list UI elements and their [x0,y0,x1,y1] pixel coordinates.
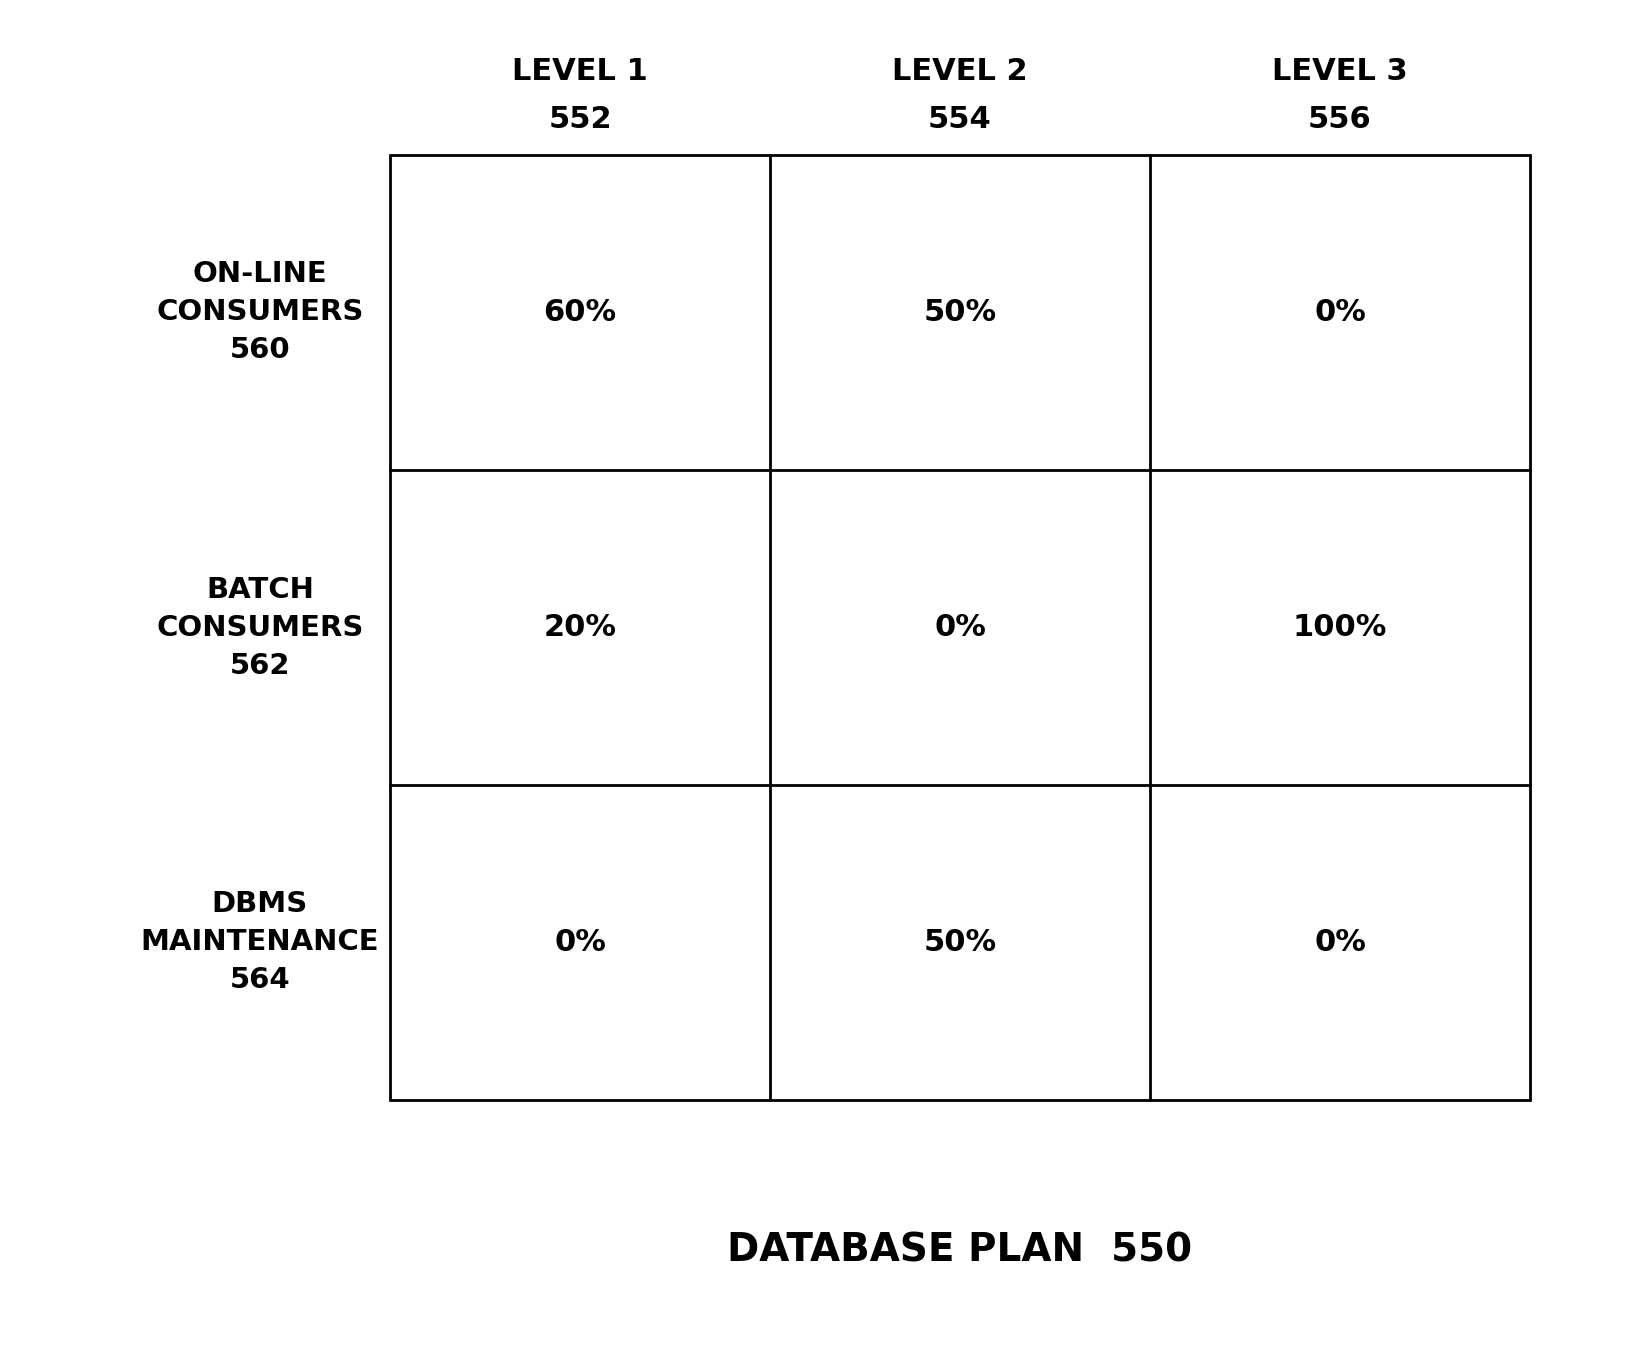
Text: 0%: 0% [1314,928,1366,958]
Text: LEVEL 3: LEVEL 3 [1273,57,1409,86]
Text: 0%: 0% [1314,298,1366,327]
Text: 0%: 0% [554,928,606,958]
Text: ON-LINE: ON-LINE [193,260,327,289]
Bar [391,155,1529,1100]
Text: 552: 552 [547,105,611,134]
Text: 554: 554 [928,105,992,134]
Text: 100%: 100% [1292,613,1387,642]
Text: MAINTENANCE: MAINTENANCE [141,929,379,956]
Text: 556: 556 [1309,105,1373,134]
Text: 0%: 0% [935,613,985,642]
Text: 50%: 50% [923,298,997,327]
Text: DBMS: DBMS [212,891,309,918]
Text: CONSUMERS: CONSUMERS [157,613,364,642]
Text: LEVEL 2: LEVEL 2 [892,57,1028,86]
Text: 564: 564 [230,967,291,995]
Text: DATABASE PLAN  550: DATABASE PLAN 550 [727,1231,1193,1270]
Text: 50%: 50% [923,928,997,958]
Text: BATCH: BATCH [206,576,314,603]
Text: LEVEL 1: LEVEL 1 [511,57,647,86]
Text: 560: 560 [230,337,291,364]
Text: 60%: 60% [544,298,616,327]
Text: 562: 562 [230,651,291,680]
Text: 20%: 20% [544,613,616,642]
Text: CONSUMERS: CONSUMERS [157,298,364,327]
